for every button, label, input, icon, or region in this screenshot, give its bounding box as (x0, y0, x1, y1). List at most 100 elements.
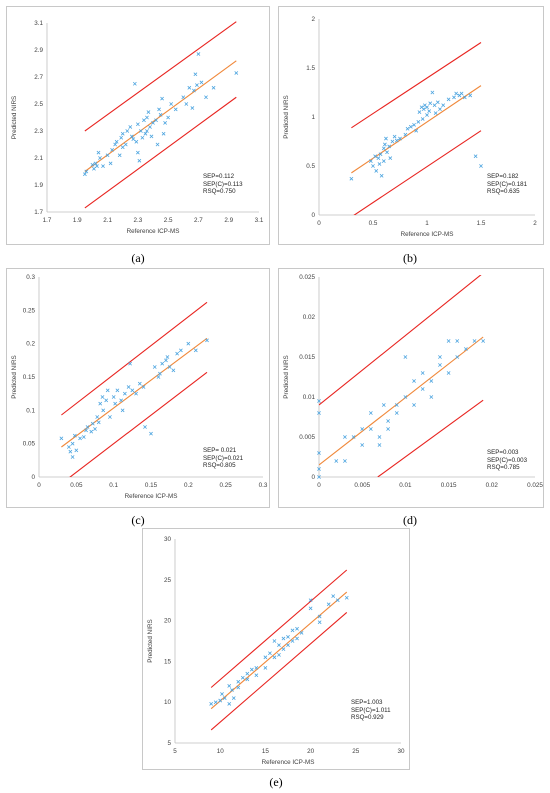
caption-b: (b) (403, 251, 417, 265)
data-point (421, 107, 426, 112)
data-point (481, 339, 486, 343)
data-point (438, 107, 442, 112)
data-point (218, 698, 223, 703)
data-point (151, 121, 155, 125)
data-point (299, 630, 304, 635)
data-point (277, 643, 281, 647)
data-point (286, 643, 290, 647)
y-tick-label: 0.01 (303, 394, 316, 401)
data-point (70, 441, 75, 446)
chart-e-stats: SEP=1.003 SEP(C)=1.011 RSQ=0.929 (351, 699, 391, 722)
data-point (114, 139, 119, 144)
lower-limit-line (210, 612, 348, 731)
chart-b-stat-sepc: SEP(C)=0.181 (487, 180, 528, 188)
y-tick-label: 0.2 (26, 341, 35, 348)
data-point (381, 403, 386, 407)
x-tick-label: 0.5 (369, 220, 378, 227)
upper-limit-line (319, 275, 482, 406)
chart-c-stat-sep: SEP= 0.021 (203, 447, 237, 454)
data-point (344, 595, 349, 600)
data-point (199, 80, 204, 85)
data-point (373, 154, 378, 159)
data-point (473, 154, 478, 159)
data-point (420, 371, 425, 375)
data-point (115, 388, 120, 393)
caption-a: (a) (131, 251, 145, 265)
data-point (416, 120, 421, 124)
plot-area (84, 21, 237, 209)
x-tick-label: 1.9 (73, 217, 82, 224)
y-tick-label: 0.3 (26, 274, 35, 281)
data-point (408, 124, 413, 129)
data-point (331, 594, 336, 599)
chart-c-stats: SEP= 0.021 SEP(C)=0.021 RSQ=0.805 (203, 447, 243, 470)
data-point (234, 71, 239, 75)
x-axis-title: Reference ICP-MS (127, 228, 180, 235)
data-point (263, 655, 268, 660)
data-point (368, 411, 373, 415)
y-tick-label: 0 (311, 474, 315, 481)
y-tick-label: 2.9 (34, 47, 43, 54)
chart-d-stats: SEP=0.003 SEP(C)=0.003 RSQ=0.785 (487, 449, 527, 472)
chart-b-stat-sep: SEP=0.182 (487, 173, 519, 180)
data-point (93, 161, 98, 166)
chart-panel-c: 0 0.05 0.1 0.15 0.2 0.25 0.3 0 0.05 0.1 0.15 0.2 0.2… (6, 268, 270, 508)
data-point (368, 427, 373, 431)
data-point (190, 106, 195, 110)
data-point (134, 139, 139, 144)
data-point (98, 401, 103, 406)
caption-c: (c) (131, 513, 145, 527)
upper-limit-line (84, 21, 237, 132)
y-tick-label: 2 (311, 16, 315, 23)
data-point (335, 598, 340, 603)
data-point (254, 673, 259, 678)
x-tick-label: 0.02 (486, 482, 499, 489)
x-tick-label: 2.1 (103, 217, 112, 224)
data-point (390, 139, 395, 144)
data-point (93, 427, 97, 431)
data-point (178, 348, 183, 353)
data-point (117, 153, 122, 158)
chart-c-stat-sepc: SEP(C)=0.021 (203, 454, 244, 462)
data-point (145, 115, 149, 120)
data-point (157, 107, 161, 112)
data-point (317, 614, 322, 619)
data-point (381, 159, 386, 163)
data-point (134, 391, 138, 396)
regression-line (61, 337, 208, 448)
data-point (193, 348, 198, 353)
data-point (376, 156, 381, 161)
data-point (66, 445, 71, 449)
chart-b-svg: 0 0.5 1 1.5 2 0 0.5 1 1.5 2 Reference ICP-MS Predic… (283, 16, 537, 238)
data-point (427, 109, 432, 114)
data-point (192, 88, 196, 93)
lower-limit-line (377, 399, 484, 477)
regression-line (351, 85, 482, 174)
data-point (446, 97, 451, 102)
x-tick-label: 25 (352, 748, 360, 755)
data-point (222, 696, 227, 701)
data-point (371, 164, 375, 168)
caption-e: (e) (269, 775, 283, 789)
data-point (446, 371, 451, 375)
data-point (108, 161, 113, 166)
data-point (128, 361, 132, 366)
data-point (142, 118, 146, 123)
data-point (105, 153, 110, 158)
y-tick-label: 0.25 (23, 307, 36, 314)
data-point (120, 145, 125, 150)
data-point (351, 435, 356, 439)
chart-c-svg: 0 0.05 0.1 0.15 0.2 0.25 0.3 0 0.05 0.1 0.15 0.2 0.2… (11, 274, 268, 500)
data-point (132, 81, 137, 86)
data-point (120, 131, 125, 136)
data-point (161, 131, 166, 136)
data-point (394, 138, 399, 143)
y-tick-label: 2.1 (34, 155, 43, 162)
data-point (425, 105, 429, 110)
data-point (377, 443, 382, 447)
data-point (101, 164, 105, 168)
data-point (135, 122, 140, 127)
x-tick-label: 0.15 (145, 482, 158, 489)
y-tick-label: 0.025 (299, 274, 315, 281)
data-point (152, 365, 157, 369)
